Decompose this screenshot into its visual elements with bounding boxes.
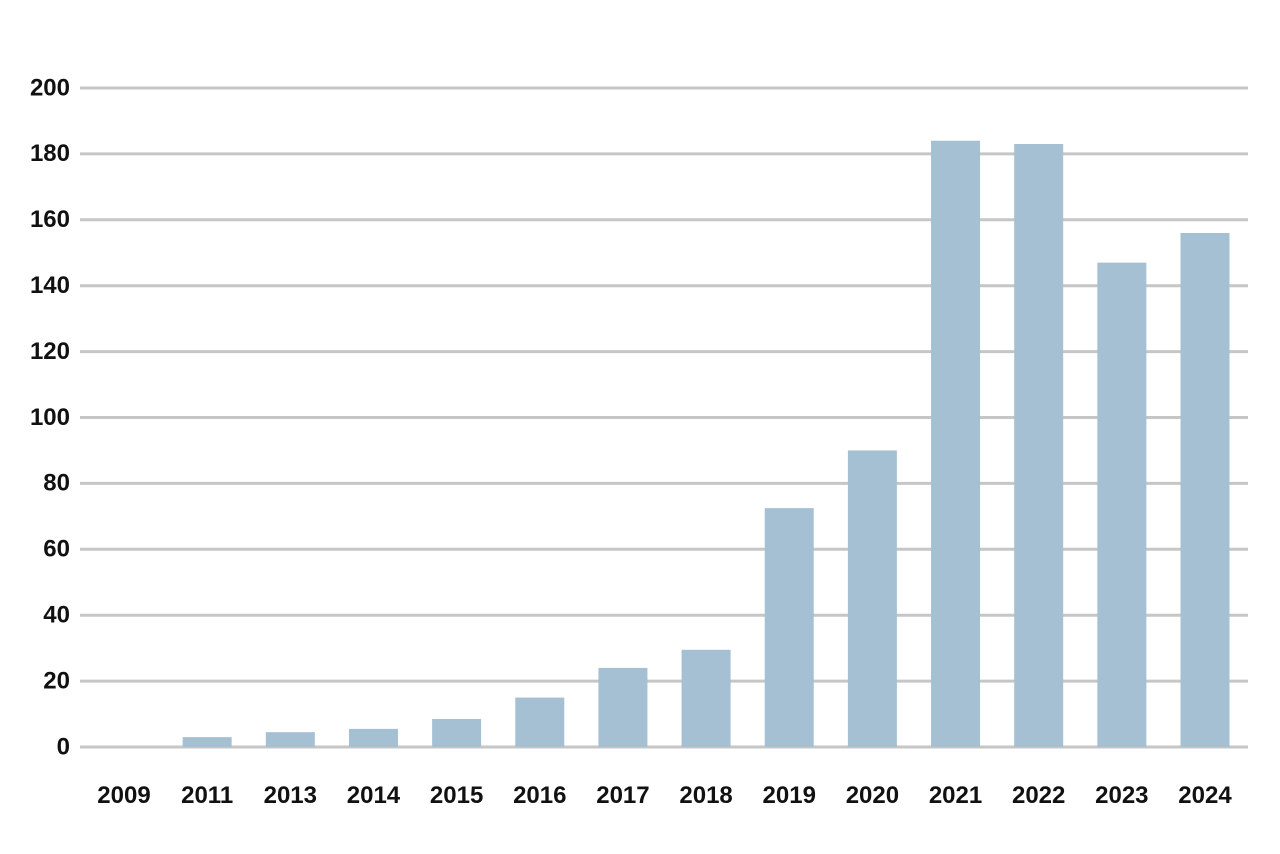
bars	[182, 140, 1230, 748]
x-tick-label: 2021	[929, 782, 982, 809]
y-tick-label: 40	[43, 602, 70, 629]
y-tick-label: 140	[30, 272, 70, 299]
x-tick-label: 2020	[846, 782, 899, 809]
x-tick-label: 2017	[596, 782, 649, 809]
x-tick-label: 2018	[679, 782, 732, 809]
bar-2021	[931, 140, 981, 748]
bar-2016	[515, 697, 565, 747]
bar-2015	[432, 718, 482, 747]
y-tick-label: 20	[43, 667, 70, 694]
y-tick-label: 200	[30, 74, 70, 101]
y-tick-label: 120	[30, 338, 70, 365]
x-tick-label: 2016	[513, 782, 566, 809]
bar-2017	[598, 667, 648, 747]
x-tick-label: 2015	[430, 782, 483, 809]
x-axis-tick-labels: 2009 2011 2013 2014 2015 2016 2017 2018 2019 2020…	[97, 782, 1232, 809]
x-tick-label: 2023	[1095, 782, 1148, 809]
y-tick-label: 0	[57, 733, 70, 760]
bar-2018	[681, 649, 731, 747]
y-axis-tick-labels: 0 20 40 60 80 100 120 140 160 180 200	[30, 74, 70, 760]
y-tick-label: 160	[30, 206, 70, 233]
x-tick-label: 2014	[347, 782, 401, 809]
bar-2022	[1014, 144, 1064, 747]
y-tick-label: 180	[30, 140, 70, 167]
bar-2020	[847, 450, 897, 747]
x-tick-label: 2022	[1012, 782, 1065, 809]
x-tick-label: 2019	[763, 782, 816, 809]
x-tick-label: 2009	[97, 782, 150, 809]
x-tick-label: 2013	[264, 782, 317, 809]
bar-2014	[348, 728, 398, 747]
x-tick-label: 2011	[181, 782, 233, 809]
x-tick-label: 2024	[1178, 782, 1232, 809]
bar-2024	[1180, 232, 1230, 748]
bar-2019	[764, 508, 814, 747]
gridlines	[80, 86, 1248, 749]
bar-2011	[182, 737, 232, 747]
y-tick-label: 60	[43, 536, 70, 563]
y-tick-label: 100	[30, 404, 70, 431]
bar-2023	[1097, 262, 1147, 747]
y-tick-label: 80	[43, 470, 70, 497]
bar-2013	[265, 732, 315, 747]
